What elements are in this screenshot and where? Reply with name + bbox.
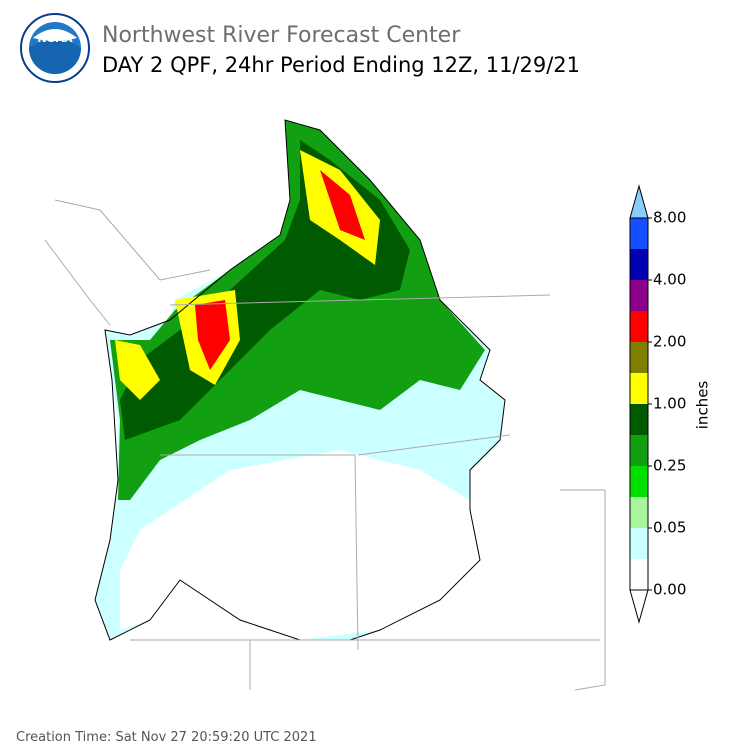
- colorbar-label: inches: [694, 381, 712, 430]
- color-step: [630, 435, 648, 466]
- colorbar-tick-label: 0.05: [653, 519, 686, 537]
- color-step: [630, 311, 648, 342]
- color-step: [630, 404, 648, 435]
- colorbar-tick-label: 1.00: [653, 395, 686, 413]
- color-step: [630, 559, 648, 590]
- color-step: [630, 373, 648, 404]
- colorbar-tick-label: 0.00: [653, 581, 686, 599]
- precip-red: [195, 300, 230, 370]
- dry-area: [120, 450, 480, 640]
- color-step: [630, 528, 648, 559]
- colorbar-tick-label: 0.25: [653, 457, 686, 475]
- precip-red: [320, 170, 365, 240]
- color-step: [630, 497, 648, 528]
- colorbar: 0.00 0.05 0.25 1.00 2.00 4.00 8.00: [629, 184, 686, 624]
- color-step: [630, 466, 648, 497]
- color-step: [630, 280, 648, 311]
- color-step: [630, 342, 648, 373]
- colorbar-tick-label: 8.00: [653, 209, 686, 227]
- over-triangle: [629, 184, 649, 219]
- noaa-logo: NOAA: [20, 13, 90, 83]
- under-triangle: [629, 589, 649, 624]
- color-step: [630, 218, 648, 249]
- colorbar-tick-label: 4.00: [653, 271, 686, 289]
- creation-time: Creation Time: Sat Nov 27 20:59:20 UTC 2…: [16, 730, 317, 745]
- org-name: Northwest River Forecast Center: [102, 23, 461, 48]
- logo-text: NOAA: [37, 32, 73, 45]
- map: [44, 119, 606, 691]
- color-step: [630, 249, 648, 280]
- precip-moderate: [110, 120, 485, 500]
- colorbar-tick-label: 2.00: [653, 333, 686, 351]
- boundaries: [44, 199, 606, 691]
- map-title: DAY 2 QPF, 24hr Period Ending 12Z, 11/29…: [102, 53, 580, 77]
- precip-yellow: [115, 340, 160, 400]
